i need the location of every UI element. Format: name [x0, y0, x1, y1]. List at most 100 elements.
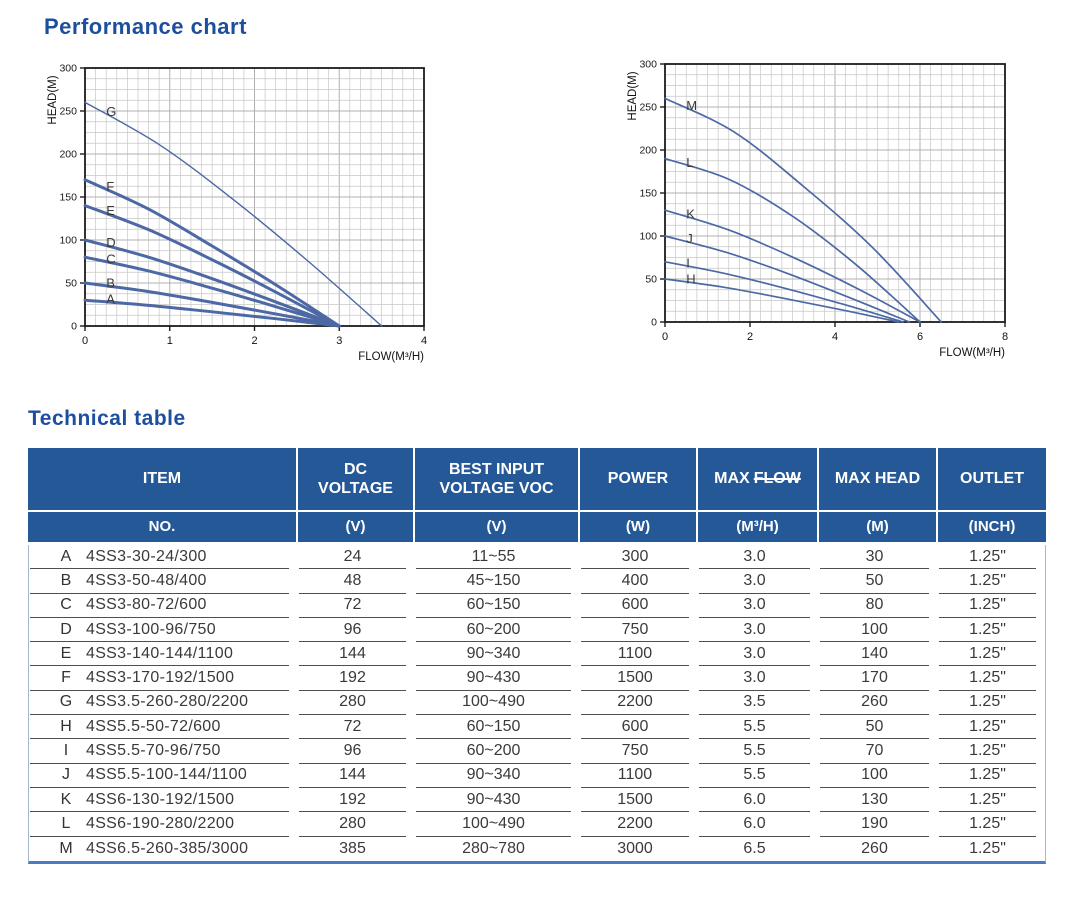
row-max-flow: 3.0	[699, 666, 810, 691]
row-model-number: 4SS5.5-50-72/600	[86, 717, 221, 735]
table-row: M 4SS6.5-260-385/3000 385 280~780 3000 6…	[29, 837, 1045, 861]
column-header: MAX HEAD	[817, 448, 936, 510]
svg-text:6: 6	[917, 331, 923, 343]
row-max-flow: 3.0	[699, 569, 810, 594]
item-cell: C 4SS3-80-72/600	[30, 594, 289, 618]
row-letter: A	[60, 547, 72, 565]
row-max-head: 100	[820, 618, 929, 643]
row-model-number: 4SS3-170-192/1500	[86, 669, 235, 687]
row-power: 1500	[581, 788, 689, 813]
table-row: J 4SS5.5-100-144/1100 144 90~340 1100 5.…	[29, 764, 1045, 788]
row-best-input-voltage: 60~200	[416, 739, 571, 764]
table-row: I 4SS5.5-70-96/750 96 60~200 750 5.5 70 …	[29, 739, 1045, 764]
row-best-input-voltage: 100~490	[416, 691, 571, 716]
row-model-number: 4SS3-50-48/400	[86, 571, 207, 589]
item-cell: E 4SS3-140-144/1100	[30, 642, 289, 667]
row-letter: J	[62, 766, 70, 784]
row-max-head: 50	[820, 569, 929, 594]
svg-text:100: 100	[59, 235, 77, 247]
svg-text:C: C	[106, 251, 115, 266]
row-outlet: 1.25"	[939, 642, 1036, 667]
svg-text:L: L	[686, 155, 693, 170]
row-letter: F	[61, 669, 71, 687]
row-dc-voltage: 144	[299, 642, 406, 667]
row-outlet: 1.25"	[939, 788, 1036, 813]
row-outlet: 1.25"	[939, 739, 1036, 764]
row-dc-voltage: 48	[299, 569, 406, 594]
row-dc-voltage: 144	[299, 764, 406, 788]
svg-text:50: 50	[645, 274, 657, 286]
svg-text:300: 300	[59, 63, 77, 75]
row-model-number: 4SS3-140-144/1100	[86, 644, 234, 662]
row-outlet: 1.25"	[939, 545, 1036, 570]
row-outlet: 1.25"	[939, 812, 1036, 837]
svg-text:B: B	[106, 275, 115, 290]
table-row: K 4SS6-130-192/1500 192 90~430 1500 6.0 …	[29, 788, 1045, 813]
row-dc-voltage: 385	[339, 839, 366, 857]
row-dc-voltage: 280	[299, 691, 406, 716]
item-cell: B 4SS3-50-48/400	[30, 569, 289, 594]
row-power: 600	[581, 715, 689, 740]
row-max-flow: 6.5	[743, 839, 766, 857]
item-cell: A 4SS3-30-24/300	[30, 545, 289, 570]
row-outlet: 1.25"	[939, 666, 1036, 691]
row-letter: L	[61, 814, 71, 832]
row-max-flow: 6.0	[699, 788, 810, 813]
item-cell: L 4SS6-190-280/2200	[30, 812, 289, 837]
row-max-head: 130	[820, 788, 929, 813]
svg-text:2: 2	[747, 331, 753, 343]
row-model-number: 4SS6.5-260-385/3000	[86, 839, 249, 857]
row-dc-voltage: 72	[299, 594, 406, 618]
row-model-number: 4SS5.5-100-144/1100	[86, 766, 248, 784]
row-max-flow: 3.0	[699, 618, 810, 643]
row-best-input-voltage: 90~340	[416, 764, 571, 788]
svg-text:0: 0	[82, 335, 88, 347]
technical-table: ITEM DC VOLTAGE BEST INPUT VOLTAGE VOC POWE…	[28, 448, 1046, 864]
column-subheader: (INCH)	[936, 510, 1046, 542]
column-subheader: (M)	[817, 510, 936, 542]
row-power: 600	[581, 594, 689, 618]
row-letter: K	[60, 790, 72, 808]
row-max-head: 260	[861, 839, 888, 857]
svg-text:H: H	[686, 271, 695, 286]
row-model-number: 4SS3-100-96/750	[86, 620, 216, 638]
table-row: F 4SS3-170-192/1500 192 90~430 1500 3.0 …	[29, 666, 1045, 691]
row-best-input-voltage: 280~780	[462, 839, 525, 857]
row-max-flow: 3.5	[699, 691, 810, 716]
item-cell: G 4SS3.5-260-280/2200	[30, 691, 289, 716]
row-best-input-voltage: 90~340	[416, 642, 571, 667]
column-subheader: (V)	[296, 510, 413, 542]
svg-text:4: 4	[421, 335, 427, 347]
row-max-flow: 6.0	[699, 812, 810, 837]
performance-section-title: Performance chart	[44, 14, 247, 39]
svg-text:D: D	[106, 235, 115, 250]
row-max-head: 170	[820, 666, 929, 691]
row-max-head: 80	[820, 594, 929, 618]
row-outlet: 1.25"	[939, 715, 1036, 740]
table-row: L 4SS6-190-280/2200 280 100~490 2200 6.0…	[29, 812, 1045, 837]
svg-text:HEAD(M): HEAD(M)	[627, 71, 639, 120]
column-header: OUTLET	[936, 448, 1046, 510]
table-header-row1: ITEM DC VOLTAGE BEST INPUT VOLTAGE VOC POWE…	[28, 448, 1046, 510]
row-dc-voltage: 192	[299, 666, 406, 691]
row-best-input-voltage: 90~430	[416, 788, 571, 813]
row-max-head: 70	[820, 739, 929, 764]
row-model-number: 4SS6-190-280/2200	[86, 814, 235, 832]
svg-text:4: 4	[832, 331, 838, 343]
row-best-input-voltage: 90~430	[416, 666, 571, 691]
svg-text:HEAD(M): HEAD(M)	[47, 75, 59, 124]
item-cell: M 4SS6.5-260-385/3000	[30, 837, 289, 861]
row-outlet: 1.25"	[939, 618, 1036, 643]
performance-chart-left-svg: 0 1 2 3 4 0 50 100 150 200 250 300 FLOW(M³/H) HEAD(M)…	[47, 63, 427, 364]
row-best-input-voltage: 45~150	[416, 569, 571, 594]
svg-text:J: J	[686, 231, 693, 246]
table-header-row2: NO. (V) (V) (W) (M³/H) (M) (INCH)	[28, 510, 1046, 542]
column-header: POWER	[578, 448, 696, 510]
technical-section-title: Technical table	[28, 407, 186, 430]
table-body: A 4SS3-30-24/300 24 11~55 300 3.0 30 1.2…	[28, 545, 1046, 864]
row-best-input-voltage: 100~490	[416, 812, 571, 837]
row-best-input-voltage: 60~150	[416, 594, 571, 618]
row-outlet: 1.25"	[939, 691, 1036, 716]
row-dc-voltage: 72	[299, 715, 406, 740]
table-row: G 4SS3.5-260-280/2200 280 100~490 2200 3…	[29, 691, 1045, 716]
